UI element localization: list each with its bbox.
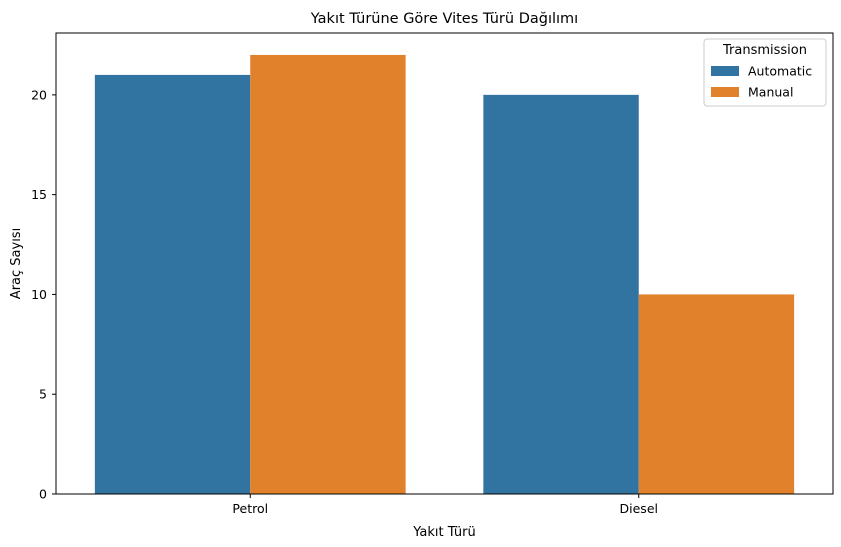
legend-items: Automatic Manual: [711, 64, 812, 100]
y-tick-label: 0: [39, 487, 47, 502]
y-axis-label: Araç Sayısı: [9, 228, 24, 299]
bar-automatic-diesel: [483, 94, 639, 495]
bar-automatic-petrol: [94, 74, 251, 494]
legend-label-manual: Manual: [748, 85, 793, 100]
x-tick-label: Diesel: [620, 501, 658, 516]
legend-title: Transmission: [722, 43, 807, 58]
plot-frame: [55, 32, 834, 495]
x-tick-label: Petrol: [232, 501, 268, 516]
x-axis-label: Yakıt Türü: [412, 525, 475, 540]
y-tick-label: 15: [31, 187, 47, 202]
legend-swatch-automatic: [711, 66, 739, 76]
y-tick-label: 5: [39, 387, 47, 402]
chart-title: Yakıt Türüne Göre Vites Türü Dağılımı: [310, 11, 578, 27]
legend-label-automatic: Automatic: [748, 64, 812, 79]
y-tick-label: 10: [31, 287, 47, 302]
bar-manual-petrol: [250, 54, 406, 494]
legend-swatch-manual: [711, 87, 739, 97]
bars-layer: [94, 54, 795, 495]
y-axis: 0 5 10 15 20: [31, 87, 56, 502]
y-tick-label: 20: [31, 87, 47, 102]
x-axis: Petrol Diesel: [232, 494, 658, 516]
legend: Transmission Automatic Manual: [703, 38, 827, 107]
bar-manual-diesel: [638, 294, 795, 494]
